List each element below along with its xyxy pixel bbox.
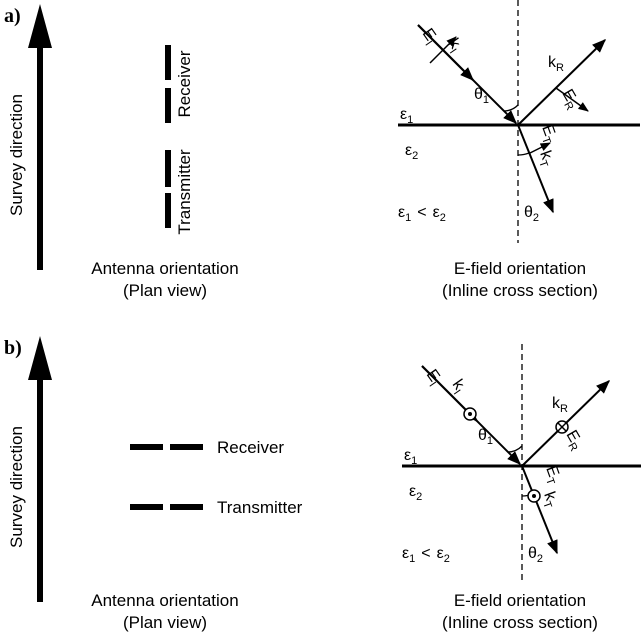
antenna-element — [130, 504, 163, 510]
antenna-element — [170, 504, 203, 510]
symbol: ε1 — [404, 447, 417, 467]
symbol: θ2 — [528, 545, 543, 565]
receiver-label: Receiver — [217, 438, 284, 457]
antenna-subcaption: (Plan view) — [123, 281, 207, 300]
relation-op: < — [417, 204, 426, 221]
symbol-sub: 1 — [411, 455, 417, 467]
symbol-sub: 1 — [407, 114, 413, 126]
efield-caption: E-field orientation — [454, 259, 586, 278]
symbol-sub: T — [539, 135, 553, 146]
angle-arc — [517, 152, 530, 156]
symbol-sub: 2 — [412, 150, 418, 162]
line — [517, 124, 554, 214]
symbol-base: ε — [400, 106, 407, 123]
symbol-base: ε — [398, 204, 405, 221]
symbol-base: ε — [433, 204, 440, 221]
efield-caption: E-field orientation — [454, 591, 586, 610]
symbol-sub: R — [560, 403, 568, 415]
relation-op: < — [421, 545, 430, 562]
line — [529, 142, 551, 154]
symbol-base: θ — [528, 545, 537, 562]
line — [517, 39, 607, 126]
symbol-sub: I — [426, 380, 438, 389]
line — [557, 422, 567, 432]
antenna-element — [130, 444, 163, 450]
line — [555, 87, 589, 112]
symbol-sub: I — [447, 47, 459, 56]
symbol-base: k — [552, 395, 561, 412]
symbol-sub: T — [540, 500, 554, 511]
panel: a) Survey direction Receiver Transmitter Ant… — [4, 0, 640, 300]
symbol: θ2 — [524, 204, 539, 224]
receiver-label: Receiver — [175, 50, 194, 117]
symbol: kT — [537, 490, 561, 511]
symbol: θ1 — [474, 86, 489, 106]
symbol-sub: 1 — [487, 435, 493, 447]
antenna-element — [170, 444, 203, 450]
transmitter-label: Transmitter — [175, 149, 194, 235]
symbol-sub: 2 — [537, 553, 543, 565]
relation: ε1 < ε2 — [402, 545, 450, 565]
panel-label: a) — [4, 5, 21, 27]
symbol-base: ε — [437, 545, 444, 562]
symbol-sub: 1 — [409, 553, 415, 565]
survey-direction: Survey direction — [7, 94, 26, 216]
survey-direction: Survey direction — [7, 426, 26, 548]
symbol-sub: I — [422, 39, 434, 48]
relation: ε1 < ε2 — [398, 204, 446, 224]
symbol-base: k — [548, 54, 557, 71]
symbol-sub: T — [543, 476, 557, 487]
panel: b) Survey direction Receiver Transmitter Ant… — [4, 336, 641, 632]
angle-arc — [507, 445, 523, 453]
efield-subcaption: (Inline cross section) — [442, 613, 598, 632]
antenna-element — [165, 88, 171, 123]
symbol-base: ε — [409, 483, 416, 500]
line — [521, 465, 558, 555]
symbol-sub: 2 — [533, 212, 539, 224]
arrow-head — [28, 336, 52, 380]
antenna-caption: Antenna orientation — [91, 591, 238, 610]
symbol-base: ε — [405, 142, 412, 159]
line — [429, 36, 457, 64]
symbol: θ1 — [478, 427, 493, 447]
efield-subcaption: (Inline cross section) — [442, 281, 598, 300]
symbol-base: ε — [402, 545, 409, 562]
symbol: ε2 — [409, 483, 422, 503]
angle-arc — [503, 104, 519, 112]
panel-label: b) — [4, 337, 22, 359]
antenna-element — [165, 193, 171, 228]
symbol-base: θ — [478, 427, 487, 444]
antenna-element — [165, 150, 171, 187]
symbol: ε1 — [400, 106, 413, 126]
symbol-sub: T — [536, 159, 550, 170]
symbol-base: θ — [474, 86, 483, 103]
field-dot — [468, 412, 472, 416]
antenna-caption: Antenna orientation — [91, 259, 238, 278]
symbol-sub: 1 — [405, 212, 411, 224]
symbol: kT — [533, 149, 557, 170]
symbol-sub: I — [451, 388, 463, 397]
arrow-head — [28, 4, 52, 48]
symbol-sub: 2 — [440, 212, 446, 224]
symbol-base: ε — [404, 447, 411, 464]
antenna-element — [165, 45, 171, 80]
symbol-sub: 1 — [483, 94, 489, 106]
symbol-sub: 2 — [444, 553, 450, 565]
symbol: ε2 — [405, 142, 418, 162]
symbol: kR — [552, 395, 568, 415]
symbol: kR — [548, 54, 564, 74]
line — [417, 24, 474, 81]
symbol-base: θ — [524, 204, 533, 221]
antenna-subcaption: (Plan view) — [123, 613, 207, 632]
transmitter-label: Transmitter — [217, 498, 303, 517]
symbol-sub: R — [556, 62, 564, 74]
symbol-sub: 2 — [416, 491, 422, 503]
field-dot — [532, 494, 536, 498]
